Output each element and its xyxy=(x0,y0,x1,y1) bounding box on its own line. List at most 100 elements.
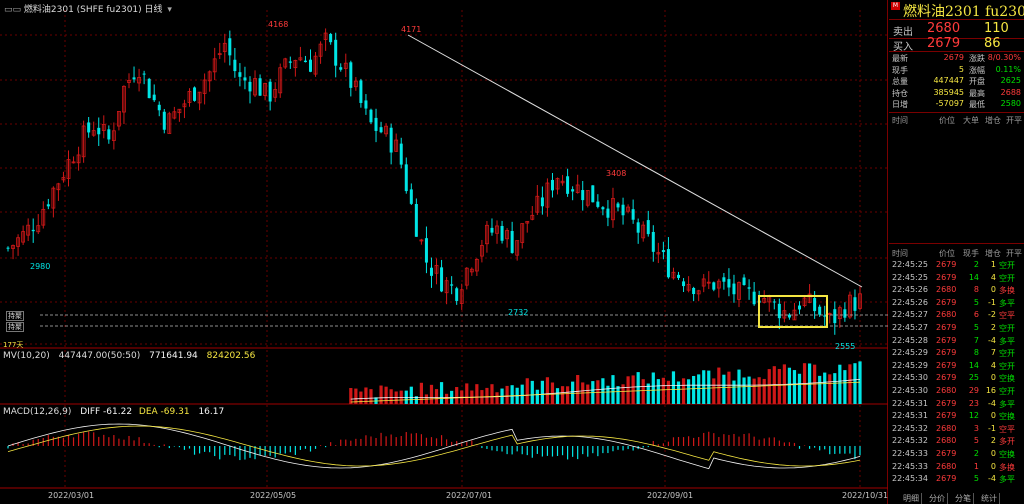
tab-stats[interactable]: 统计 xyxy=(981,493,1000,504)
stat-row: 现手 5 涨幅 0.11% xyxy=(889,65,1024,76)
stat-label: 持仓 xyxy=(892,88,908,98)
bid-volume: 86 xyxy=(984,36,1001,51)
candle-body xyxy=(273,89,278,98)
volume-bar xyxy=(571,381,575,404)
tick-price: 2679 xyxy=(936,398,957,408)
candle-body xyxy=(31,229,35,232)
tick-row[interactable]: 22:45:30 2679 25 0 空换 xyxy=(889,373,1024,384)
candle-body xyxy=(162,111,166,130)
macd-histogram-bar xyxy=(511,446,513,455)
col-open-close: 开平 xyxy=(1006,116,1022,125)
candlestick-chart[interactable] xyxy=(0,0,888,504)
tick-type: 空开 xyxy=(999,387,1015,396)
volume-bar xyxy=(490,384,494,404)
volume-bar xyxy=(419,382,423,404)
chart-area[interactable]: ▭▭ 燃料油2301 (SHFE fu2301) 日线 ▾ 4168 4171 … xyxy=(0,0,888,504)
macd-histogram-bar xyxy=(415,433,417,446)
mv-label: MV(10,20) xyxy=(3,351,50,361)
macd-histogram-bar xyxy=(405,432,407,446)
macd-histogram-bar xyxy=(440,435,443,446)
candle-body xyxy=(737,282,741,300)
tick-row[interactable]: 22:45:32 2680 3 -1 空平 xyxy=(889,424,1024,435)
macd-histogram-bar xyxy=(72,437,75,446)
macd-histogram-bar xyxy=(607,446,609,454)
tick-row[interactable]: 22:45:25 2679 14 4 空开 xyxy=(889,273,1024,284)
volume-bar xyxy=(732,380,736,404)
macd-histogram-bar xyxy=(466,442,468,446)
candle-body xyxy=(283,58,288,68)
candle-body xyxy=(550,179,554,191)
tick-row[interactable]: 22:45:31 2679 12 0 空换 xyxy=(889,411,1024,422)
macd-histogram-bar xyxy=(123,439,125,446)
tab-tick[interactable]: 分笔 xyxy=(955,493,974,504)
tick-row[interactable]: 22:45:30 2680 29 16 空开 xyxy=(889,386,1024,397)
tab-price[interactable]: 分价 xyxy=(929,493,948,504)
volume-bar xyxy=(621,384,625,404)
candle-body xyxy=(611,198,615,221)
candle-body xyxy=(490,227,494,233)
macd-histogram-bar xyxy=(446,439,448,446)
volume-bar xyxy=(545,377,550,404)
macd-histogram-bar xyxy=(617,446,619,450)
tick-row[interactable]: 22:45:29 2679 8 7 空开 xyxy=(889,348,1024,359)
macd-diff-line xyxy=(7,423,861,470)
tick-oi-change: 0 xyxy=(990,411,996,421)
tick-row[interactable]: 22:45:26 2679 5 -1 多平 xyxy=(889,298,1024,309)
tick-row[interactable]: 22:45:33 2679 2 0 空换 xyxy=(889,449,1024,460)
tick-row[interactable]: 22:45:27 2679 5 2 空开 xyxy=(889,323,1024,334)
col-price: 价位 xyxy=(939,116,955,125)
candle-body xyxy=(238,72,242,77)
macd-histogram-bar xyxy=(98,436,100,446)
big-order-header: 时间 价位 大单 增仓 开平 xyxy=(889,115,1024,126)
tick-time: 22:45:32 xyxy=(892,423,928,433)
candle-body xyxy=(545,182,550,208)
tick-time: 22:45:25 xyxy=(892,272,928,282)
macd-histogram-bar xyxy=(682,437,685,446)
macd-histogram-bar xyxy=(582,446,584,455)
chevron-down-icon[interactable]: ▾ xyxy=(167,5,172,15)
candle-body xyxy=(258,78,262,96)
candle-body xyxy=(666,249,670,278)
candle-body xyxy=(555,178,560,190)
macd-histogram-bar xyxy=(647,446,649,448)
candle-body xyxy=(117,111,121,127)
macd-histogram-bar xyxy=(587,446,589,457)
tab-detail[interactable]: 明细 xyxy=(903,493,922,504)
tick-row[interactable]: 22:45:26 2680 8 0 多换 xyxy=(889,285,1024,296)
candle-body xyxy=(661,250,665,253)
tick-type: 多换 xyxy=(999,286,1015,296)
macd-histogram-bar xyxy=(748,433,750,446)
volume-bar xyxy=(656,379,660,404)
ask-row[interactable]: 卖出 2680 110 xyxy=(889,21,1024,38)
tick-row[interactable]: 22:45:29 2679 14 4 空开 xyxy=(889,361,1024,372)
tick-row[interactable]: 22:45:32 2680 5 2 多开 xyxy=(889,436,1024,447)
candle-body xyxy=(837,307,842,320)
tick-row[interactable]: 22:45:28 2679 7 -4 多平 xyxy=(889,336,1024,347)
macd-histogram-bar xyxy=(753,436,755,446)
tick-row[interactable]: 22:45:34 2679 5 -4 多平 xyxy=(889,474,1024,485)
flag-icon: M xyxy=(891,2,900,10)
macd-histogram-bar xyxy=(193,446,196,455)
macd-histogram-bar xyxy=(340,439,342,446)
tick-oi-change: -1 xyxy=(988,297,996,307)
window-menu-icon[interactable]: ▭▭ xyxy=(4,5,22,15)
tick-oi-change: 2 xyxy=(990,323,996,332)
macd-histogram-bar xyxy=(229,446,231,455)
candle-body xyxy=(520,223,525,243)
macd-histogram-bar xyxy=(67,435,70,446)
volume-bar xyxy=(641,379,645,404)
candle-body xyxy=(56,183,61,191)
candle-body xyxy=(727,279,731,288)
tick-row[interactable]: 22:45:33 2680 1 0 多换 xyxy=(889,462,1024,473)
volume-bar xyxy=(611,375,615,404)
tick-row[interactable]: 22:45:27 2680 6 -2 空平 xyxy=(889,310,1024,321)
line-marker-1[interactable]: 持聚 xyxy=(6,311,24,321)
tick-row[interactable]: 22:45:25 2679 2 1 空开 xyxy=(889,260,1024,271)
bid-row[interactable]: 买入 2679 86 xyxy=(889,36,1024,53)
macd-histogram-bar xyxy=(274,446,276,458)
tick-row[interactable]: 22:45:31 2679 23 -4 多平 xyxy=(889,399,1024,410)
candle-body xyxy=(631,209,635,220)
line-marker-2[interactable]: 持聚 xyxy=(6,322,24,332)
candle-body xyxy=(798,305,802,310)
tick-type: 空开 xyxy=(999,261,1015,270)
